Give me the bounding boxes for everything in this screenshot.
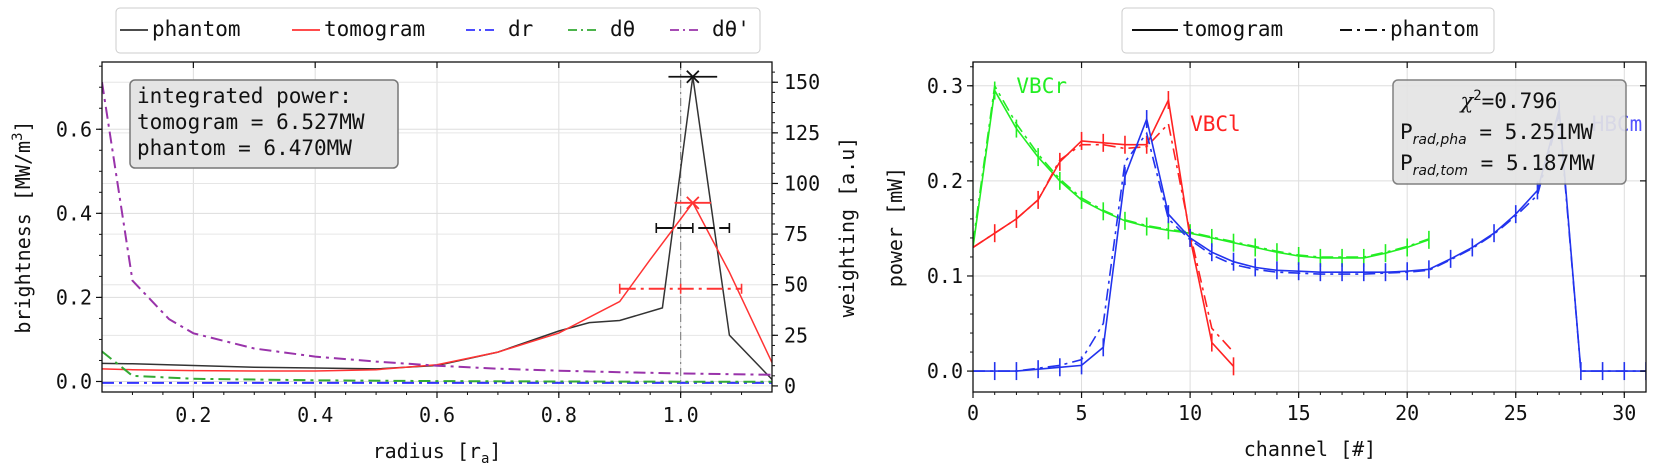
- left-series-line-tomogram: [102, 201, 772, 372]
- right-x-tick-label: 0: [967, 401, 979, 425]
- left-series-line-d: [102, 350, 772, 383]
- left-y-tick-label: 0.2: [56, 285, 92, 309]
- right-series-line-hbcm-tomogram: [973, 109, 1646, 372]
- right-x-tick-label: 10: [1178, 401, 1202, 425]
- annotation-vbcr: VBCr: [1016, 74, 1067, 98]
- integrated-power-title: integrated power:: [137, 84, 352, 108]
- right-series-line-vbcr-phantom: [973, 83, 1430, 258]
- left-x-tick-label: 1.0: [663, 403, 699, 427]
- left-legend: phantom tomogram dr dθ dθ': [115, 7, 761, 54]
- legend-label-tomogram: tomogram: [324, 17, 425, 41]
- left-y2-tick-label: 0: [784, 374, 796, 398]
- left-x-tick-label: 0.8: [541, 403, 577, 427]
- right-x-axis-label: channel [#]: [1244, 437, 1376, 461]
- left-peak-marker: [686, 196, 700, 210]
- chi-square-box: χ2=0.796 Prad,pha = 5.251MW Prad,tom = 5…: [1392, 79, 1627, 185]
- right-y-tick-label: 0.1: [927, 264, 963, 288]
- left-y-tick-label: 0.0: [56, 369, 92, 393]
- left-y2-tick-label: 50: [784, 273, 808, 297]
- right-y-tick-label: 0.0: [927, 359, 963, 383]
- integrated-power-phantom: phantom = 6.470MW: [137, 136, 352, 160]
- chi-square-text: χ2=0.796: [1458, 88, 1557, 113]
- left-y-axis-label: brightness [MW/m3]: [10, 120, 35, 333]
- left-peak-marker: [686, 70, 700, 84]
- prad-phantom-text: Prad,pha = 5.251MW: [1400, 120, 1593, 148]
- legend-label-dtheta: dθ: [610, 17, 635, 41]
- left-series-line-d: [102, 82, 772, 376]
- right-series-line-hbcm-phantom: [973, 114, 1646, 372]
- left-y2-tick-label: 125: [784, 121, 820, 145]
- integrated-power-box: integrated power: tomogram = 6.527MW pha…: [129, 79, 399, 169]
- left-y2-tick-label: 75: [784, 222, 808, 246]
- right-legend: tomogram phantom: [1121, 7, 1495, 54]
- left-x-axis-label: radius [ra]: [373, 439, 502, 467]
- annotation-vbcl: VBCl: [1190, 112, 1241, 136]
- legend-label-dtheta-prime: dθ': [712, 17, 750, 41]
- left-y2-tick-label: 25: [784, 323, 808, 347]
- left-y-tick-label: 0.4: [56, 201, 92, 225]
- left-x-tick-label: 0.2: [175, 403, 211, 427]
- right-chart: 0 5 10 15 20 25 30 0.0 0.1 0.2 0.3 channel [#] pow…: [883, 61, 1647, 461]
- left-x-tick-label: 0.4: [297, 403, 333, 427]
- legend-label-phantom-right: phantom: [1390, 17, 1479, 41]
- legend-label-tomogram-right: tomogram: [1182, 17, 1283, 41]
- right-x-tick-label: 20: [1395, 401, 1419, 425]
- right-x-tick-label: 30: [1612, 401, 1636, 425]
- right-y-tick-label: 0.2: [927, 169, 963, 193]
- legend-label-dr: dr: [508, 17, 533, 41]
- left-y2-axis-label: weighting [a.u]: [835, 137, 859, 318]
- right-series-line-vbcr-tomogram: [973, 88, 1430, 259]
- right-y-tick-label: 0.3: [927, 74, 963, 98]
- left-x-tick-label: 0.6: [419, 403, 455, 427]
- right-x-tick-label: 25: [1504, 401, 1528, 425]
- legend-label-phantom: phantom: [152, 17, 241, 41]
- right-plot-frame: [972, 61, 1647, 393]
- left-y-tick-label: 0.6: [56, 117, 92, 141]
- integrated-power-tomogram: tomogram = 6.527MW: [137, 110, 365, 134]
- left-chart: 0.2 0.4 0.6 0.8 1.0 0.0 0.2 0.4 0.6 0 25 50 75 100 125…: [10, 61, 859, 467]
- left-y2-tick-label: 100: [784, 171, 820, 195]
- right-y-axis-label: power [mW]: [883, 167, 907, 287]
- left-y2-tick-label: 150: [784, 70, 820, 94]
- right-series-line-vbcl-phantom: [973, 122, 1235, 353]
- right-x-tick-label: 15: [1287, 401, 1311, 425]
- right-x-tick-label: 5: [1076, 401, 1088, 425]
- prad-tomogram-text: Prad,tom = 5.187MW: [1400, 151, 1595, 179]
